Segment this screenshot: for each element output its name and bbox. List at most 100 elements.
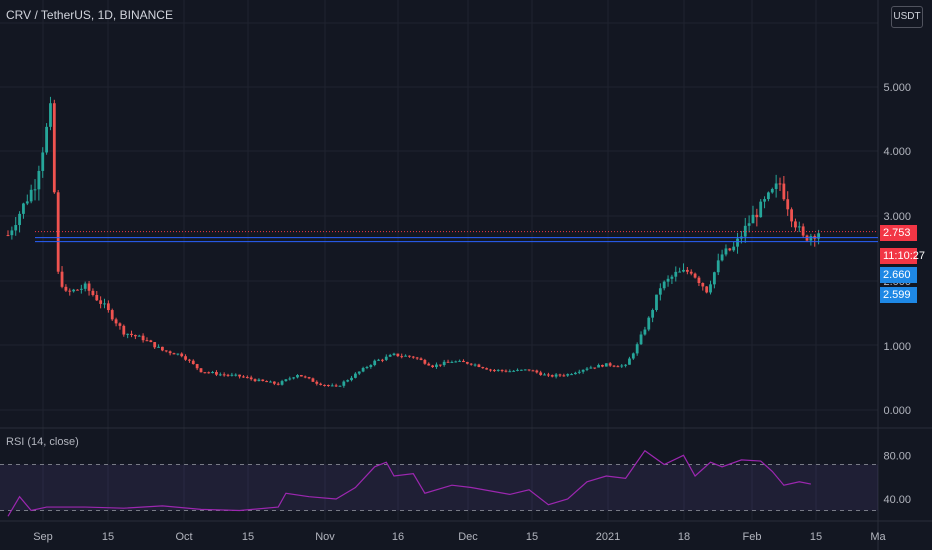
candle-body <box>191 360 195 365</box>
candle-body <box>133 335 137 337</box>
candle-body <box>373 360 377 366</box>
candle-body <box>577 371 581 373</box>
candle-body <box>296 375 299 378</box>
candle-body <box>199 368 203 373</box>
candle-body <box>126 333 130 335</box>
candle-body <box>215 372 218 375</box>
candle-body <box>381 359 384 361</box>
candle-body <box>49 103 52 127</box>
candle-body <box>662 281 666 289</box>
candle-body <box>701 282 705 287</box>
candle-body <box>307 377 311 379</box>
candle-body <box>388 355 392 357</box>
candle-body <box>801 226 805 236</box>
candle-body <box>550 375 554 377</box>
time-axis-label: Oct <box>175 531 192 543</box>
price-axis-label: 5.000 <box>883 82 911 94</box>
candle-body <box>103 303 106 305</box>
candle-body <box>446 361 450 363</box>
candle-body <box>558 374 562 376</box>
candle-body <box>736 238 739 247</box>
candle-body <box>539 372 543 375</box>
candle-body <box>628 358 631 365</box>
candle-body <box>655 294 658 311</box>
candle-body <box>778 183 782 185</box>
candle-body <box>361 367 365 372</box>
candle-body <box>184 356 187 360</box>
candle-body <box>64 286 68 291</box>
candle-body <box>751 214 755 224</box>
candle-body <box>230 374 234 376</box>
price-axis-label: 3.000 <box>883 211 911 223</box>
candle-body <box>311 378 315 382</box>
candle-body <box>601 364 604 367</box>
candle-body <box>705 286 709 293</box>
candle-body <box>261 379 265 382</box>
candle-body <box>809 236 813 241</box>
time-axis-label: 16 <box>392 531 404 543</box>
candle-body <box>164 350 168 352</box>
candle-body <box>60 271 64 287</box>
candle-body <box>272 381 276 384</box>
rsi-indicator-label[interactable]: RSI (14, close) <box>6 436 79 448</box>
candle-body <box>693 273 697 278</box>
candle-body <box>315 381 319 384</box>
candle-body <box>249 377 253 380</box>
candle-body <box>743 225 747 237</box>
candle-body <box>774 183 778 190</box>
candle-body <box>369 365 373 368</box>
candle-body <box>400 356 404 358</box>
candle-body <box>29 189 33 202</box>
candle-body <box>620 365 624 367</box>
candle-body <box>531 370 535 372</box>
candle-body <box>207 372 211 374</box>
price-axis-label: 1.000 <box>883 341 911 353</box>
candle-body <box>234 374 238 376</box>
candle-body <box>670 276 674 279</box>
candle-body <box>473 364 477 366</box>
candle-body <box>319 383 323 385</box>
time-axis-label: Feb <box>743 531 762 543</box>
candle-body <box>543 374 546 376</box>
candle-body <box>689 271 693 274</box>
candle-body <box>485 368 489 370</box>
time-axis-label: 15 <box>102 531 114 543</box>
candle-body <box>218 374 222 376</box>
candle-body <box>176 353 180 355</box>
candle-body <box>299 375 303 377</box>
candle-body <box>377 359 380 361</box>
candle-body <box>604 363 608 367</box>
currency-scale-button[interactable]: USDT <box>891 6 923 28</box>
candle-body <box>732 246 736 251</box>
candle-body <box>195 364 199 369</box>
candle-body <box>442 361 446 366</box>
candle-body <box>674 271 678 277</box>
candle-body <box>114 319 118 324</box>
candle-body <box>41 152 45 171</box>
candle-body <box>554 374 558 377</box>
candle-body <box>87 283 91 291</box>
candle-body <box>303 376 307 378</box>
symbol-header: CRV / TetherUS, 1D, BINANCE <box>6 8 173 22</box>
candle-body <box>45 126 48 153</box>
candle-body <box>172 353 176 355</box>
candle-body <box>280 381 284 385</box>
candle-body <box>797 226 801 228</box>
candle-body <box>180 353 184 357</box>
candle-body <box>697 277 701 283</box>
candle-body <box>616 366 620 368</box>
candle-body <box>326 385 330 387</box>
candle-body <box>685 269 689 272</box>
candle-body <box>79 288 83 290</box>
candle-body <box>635 344 639 354</box>
candle-body <box>527 369 531 371</box>
time-axis-label: 2021 <box>596 531 620 543</box>
candle-body <box>585 368 589 370</box>
candle-body <box>666 278 670 282</box>
candle-body <box>720 254 724 261</box>
candle-body <box>137 335 141 337</box>
candle-body <box>365 367 369 369</box>
candle-body <box>257 379 261 382</box>
candle-body <box>106 303 110 311</box>
